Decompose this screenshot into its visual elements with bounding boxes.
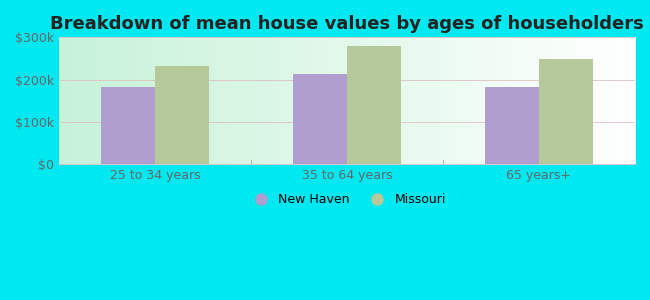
Bar xyxy=(293,74,347,164)
Bar xyxy=(347,46,401,164)
Bar xyxy=(101,87,155,164)
Bar xyxy=(486,87,539,164)
Bar xyxy=(539,59,593,164)
Bar xyxy=(155,66,209,164)
Legend: New Haven, Missouri: New Haven, Missouri xyxy=(243,188,451,211)
Title: Breakdown of mean house values by ages of householders: Breakdown of mean house values by ages o… xyxy=(50,15,644,33)
